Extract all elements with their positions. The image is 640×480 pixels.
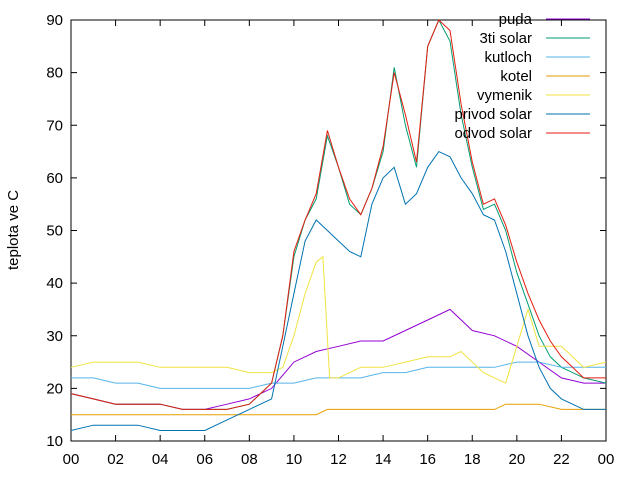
x-tick-label: 14 (375, 451, 392, 468)
y-tick-label: 20 (46, 380, 63, 397)
series-line-privod-solar (70, 150, 606, 431)
y-axis-title: teplota ve C (5, 190, 22, 270)
y-tick-label: 90 (46, 12, 63, 29)
axis-ticks (70, 19, 607, 442)
x-tick-label: 06 (196, 451, 213, 468)
x-tick-label: 00 (598, 451, 615, 468)
legend-item: kotel (500, 68, 590, 85)
x-tick-label: 16 (419, 451, 436, 468)
series-line-odvod-solar (70, 19, 606, 410)
series-line-kutloch (71, 361, 606, 389)
legend-label: puda (499, 11, 533, 28)
x-tick-label: 20 (508, 451, 525, 468)
x-tick-label: 00 (63, 451, 80, 468)
legend-label: kutloch (484, 49, 532, 66)
legend-item: kutloch (484, 49, 590, 66)
legend-label: vymenik (477, 87, 533, 104)
legend-label: 3ti solar (479, 30, 532, 47)
legend-label: odvod solar (454, 125, 532, 142)
series-line-kotel (71, 403, 606, 416)
legend: puda 3ti solar kutloch kotel vymenik privod s… (454, 11, 590, 142)
y-tick-label: 80 (46, 65, 63, 82)
x-tick-label: 12 (330, 451, 347, 468)
legend-item: vymenik (477, 87, 590, 104)
y-tick-label: 50 (46, 223, 63, 240)
x-tick-label: 04 (152, 451, 169, 468)
axis-tick-labels: 10 20 30 40 50 60 70 80 90 00 02 04 06 08 10 12 14 16 18 20… (46, 12, 614, 468)
x-tick-label: 22 (553, 451, 570, 468)
legend-item: privod solar (454, 106, 590, 123)
x-tick-label: 02 (107, 451, 124, 468)
legend-item: odvod solar (454, 125, 590, 142)
y-tick-label: 30 (46, 328, 63, 345)
y-tick-label: 70 (46, 117, 63, 134)
y-tick-label: 10 (46, 433, 63, 450)
x-tick-label: 18 (464, 451, 481, 468)
legend-item: 3ti solar (479, 30, 590, 47)
y-tick-label: 60 (46, 170, 63, 187)
series-lines (70, 18, 607, 431)
legend-label: privod solar (454, 106, 532, 123)
series-line-vymenik (70, 255, 607, 384)
x-tick-label: 08 (241, 451, 258, 468)
y-tick-label: 40 (46, 275, 63, 292)
legend-label: kotel (500, 68, 532, 85)
legend-item: puda (499, 11, 590, 28)
x-tick-label: 10 (286, 451, 303, 468)
series-line-puda (70, 308, 606, 410)
